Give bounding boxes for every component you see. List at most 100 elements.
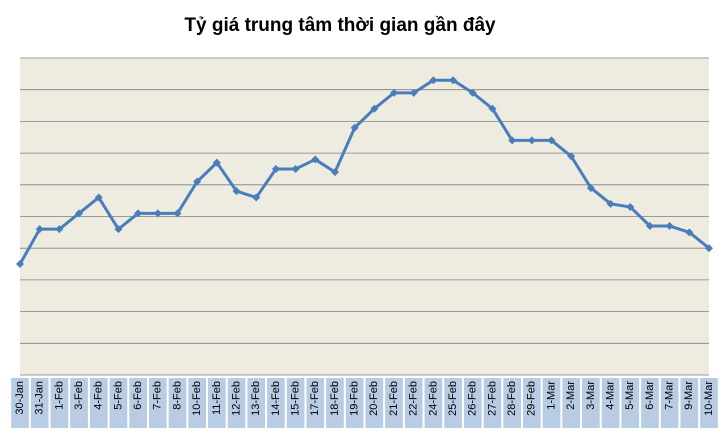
x-label-cell [227, 378, 246, 428]
x-label-cell [601, 378, 620, 428]
x-tick-label: 26-Feb [467, 381, 479, 416]
x-tick-label: 13-Feb [250, 381, 262, 416]
marker [252, 193, 261, 202]
marker [705, 244, 713, 253]
x-label-cell [11, 378, 29, 428]
x-label-cell [522, 378, 541, 428]
marker [193, 177, 202, 186]
x-tick-label: 4-Mar [604, 381, 616, 410]
x-label-cell [621, 378, 640, 428]
x-label-cell [562, 378, 581, 428]
x-tick-label: 2-Mar [565, 381, 577, 410]
x-tick-label: 8-Feb [171, 381, 183, 410]
x-label-cell [483, 378, 502, 428]
marker [311, 155, 320, 164]
marker [212, 158, 221, 167]
x-label-cell [424, 378, 443, 428]
x-tick-label: 4-Feb [93, 381, 105, 410]
x-label-cell [385, 378, 403, 428]
marker [350, 123, 359, 132]
x-tick-label: 11-Feb [211, 381, 223, 415]
x-tick-label: 1-Feb [53, 381, 65, 410]
marker [645, 222, 654, 231]
x-tick-label: 9-Mar [683, 381, 695, 410]
x-tick-label: 6-Feb [132, 381, 144, 410]
x-tick-label: 7-Mar [664, 381, 676, 410]
marker [468, 88, 477, 97]
x-tick-label: 31-Jan [34, 381, 46, 415]
x-label-cell [582, 378, 600, 428]
x-tick-label: 29-Feb [526, 381, 538, 416]
x-tick-label: 21-Feb [388, 381, 400, 416]
x-tick-label: 20-Feb [368, 381, 380, 416]
marker [567, 152, 576, 161]
marker [606, 199, 615, 208]
x-label-cell [700, 378, 718, 428]
x-label-cell [503, 378, 521, 428]
x-tick-label: 1-Mar [545, 381, 557, 410]
x-label-cell [168, 378, 187, 428]
x-label-cell [247, 378, 266, 428]
x-tick-label: 12-Feb [230, 381, 242, 416]
x-tick-label: 7-Feb [152, 381, 164, 410]
marker [390, 88, 399, 97]
x-label-cell [404, 378, 423, 428]
marker [55, 225, 64, 234]
x-tick-label: 24-Feb [427, 381, 439, 416]
x-tick-label: 5-Feb [112, 381, 124, 410]
marker [232, 187, 241, 196]
x-label-cell [463, 378, 482, 428]
x-label-cell [365, 378, 384, 428]
marker [508, 136, 517, 145]
x-label-cell [50, 378, 69, 428]
x-label-cell [444, 378, 462, 428]
x-label-cell [267, 378, 285, 428]
x-tick-label: 6-Mar [644, 381, 656, 410]
x-label-cell [188, 378, 207, 428]
marker [370, 104, 379, 113]
x-label-cell [70, 378, 88, 428]
x-tick-label: 30-Jan [14, 381, 26, 415]
x-label-cell [680, 378, 699, 428]
x-label-cell [148, 378, 167, 428]
x-tick-label: 10-Mar [703, 381, 715, 416]
x-tick-label: 14-Feb [270, 381, 282, 416]
x-tick-label: 19-Feb [349, 381, 361, 416]
x-label-cell [30, 378, 49, 428]
marker [626, 202, 635, 211]
x-tick-label: 27-Feb [486, 381, 498, 416]
line [18, 78, 710, 265]
marker [134, 209, 143, 218]
x-label-cell [345, 378, 364, 428]
marker [16, 260, 24, 269]
x-tick-label: 17-Feb [309, 381, 321, 416]
x-label-cell [542, 378, 561, 428]
marker [488, 104, 497, 113]
x-tick-label: 15-Feb [290, 381, 302, 416]
x-label-cell [306, 378, 325, 428]
x-label-cell [208, 378, 226, 428]
marker [114, 225, 123, 234]
x-tick-label: 25-Feb [447, 381, 459, 416]
marker [547, 136, 556, 145]
x-label-cell [326, 378, 344, 428]
x-label-cell [129, 378, 147, 428]
x-tick-label: 10-Feb [191, 381, 203, 416]
x-tick-label: 18-Feb [329, 381, 341, 416]
x-label-cell [109, 378, 128, 428]
chart-title: Tỷ giá trung tâm thời gian gần đây [184, 15, 496, 36]
x-tick-label: 3-Mar [585, 381, 597, 410]
x-label-cell [89, 378, 108, 428]
marker [449, 76, 458, 85]
marker [291, 164, 300, 173]
x-tick-label: 28-Feb [506, 381, 518, 416]
x-label-cell [660, 378, 679, 428]
marker [685, 228, 694, 237]
x-label-cell [641, 378, 659, 428]
x-tick-label: 3-Feb [73, 381, 85, 410]
marker [429, 76, 438, 85]
marker [35, 225, 44, 234]
marker [173, 209, 182, 218]
